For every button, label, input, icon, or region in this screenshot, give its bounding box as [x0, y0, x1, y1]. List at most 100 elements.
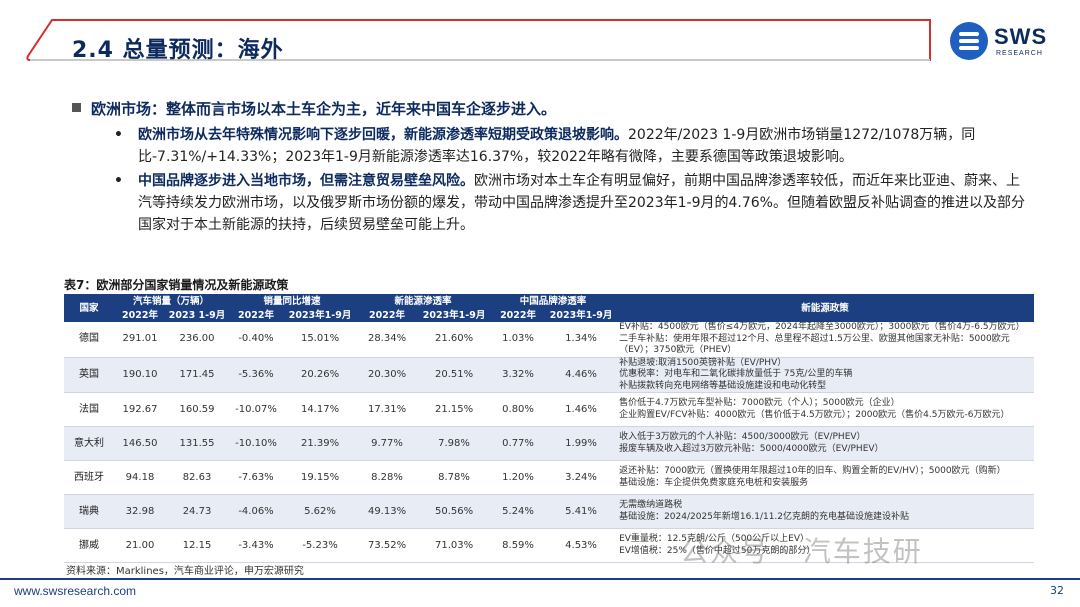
country-cell: 西班牙: [64, 460, 114, 495]
dot-bullet-icon: •: [114, 173, 123, 189]
table-header-top: 国家 汽车销量（万辆） 销量同比增速 新能源渗透率 中国品牌渗透率 新能源政策: [64, 294, 1035, 322]
value-cell: 21.00: [114, 528, 166, 563]
bullet-sub-1: • 欧洲市场从去年特殊情况影响下逐步回暖，新能源渗透率短期受政策退坡影响。202…: [72, 124, 1032, 168]
value-cell: -3.43%: [228, 528, 285, 563]
value-cell: 171.45: [166, 357, 229, 393]
logo-subtext: RESEARCH: [996, 50, 1043, 57]
bullet-sub-2-bold: 中国品牌逐步进入当地市场，但需注意贸易壁垒风险。: [138, 173, 474, 189]
value-cell: 20.26%: [284, 357, 357, 393]
value-cell: -10.10%: [228, 426, 285, 461]
value-cell: 21.39%: [284, 426, 357, 461]
footer-url[interactable]: www.swsresearch.com: [14, 584, 137, 598]
value-cell: 1.20%: [490, 460, 547, 495]
footer-divider: [0, 578, 1080, 580]
value-cell: 1.34%: [546, 322, 617, 358]
value-cell: 1.03%: [490, 322, 547, 358]
value-cell: 14.17%: [284, 392, 357, 427]
value-cell: 9.77%: [356, 426, 419, 461]
value-cell: 160.59: [166, 392, 229, 427]
square-bullet-icon: [72, 103, 81, 112]
country-cell: 德国: [64, 322, 114, 358]
value-cell: -0.40%: [228, 322, 285, 358]
header-china-brand: 中国品牌渗透率: [490, 294, 617, 308]
value-cell: 94.18: [114, 460, 166, 495]
value-cell: 8.78%: [418, 460, 491, 495]
value-cell: 17.31%: [356, 392, 419, 427]
value-cell: 12.15: [166, 528, 229, 563]
value-cell: 21.15%: [418, 392, 491, 427]
policy-cell: 返还补贴：7000欧元（置换使用年限超过10年的旧车、购置全新的EV/HV）；5…: [616, 460, 1035, 495]
bullet-sub-1-bold: 欧洲市场从去年特殊情况影响下逐步回暖，新能源渗透率短期受政策退坡影响。: [138, 127, 628, 143]
table-caption: 表7：欧洲部分国家销量情况及新能源政策: [64, 278, 289, 292]
table-source: 资料来源：Marklines，汽车商业评论，申万宏源研究: [66, 566, 304, 577]
value-cell: 19.15%: [284, 460, 357, 495]
policy-cell: EV重量税：12.5克朗/公斤（500公斤以上EV） EV增值税：25%（售价中…: [616, 528, 1035, 563]
value-cell: 3.32%: [490, 357, 547, 393]
slide-header: 2.4 总量预测：海外 SWS RESEARCH: [0, 0, 1080, 80]
value-cell: 146.50: [114, 426, 166, 461]
value-cell: -10.07%: [228, 392, 285, 427]
policy-cell: 补贴退坡:取消1500英镑补贴（EV/PHV） 优惠税率：对电车和二氧化碳排放量…: [616, 357, 1035, 393]
header-sales: 汽车销量（万辆）: [114, 294, 229, 308]
value-cell: 8.28%: [356, 460, 419, 495]
subheader: 2023年1-9月: [546, 308, 617, 322]
header-country: 国家: [64, 294, 114, 322]
table-row: 法国 192.67 160.59 -10.07% 14.17% 17.31% 21.15% 0…: [64, 392, 1035, 427]
dot-bullet-icon: •: [114, 127, 123, 143]
bullet-sub-2-text: 欧洲市场对本土车企有明显偏好，前期中国品牌渗透率较低，而近年来比亚迪、蔚来、上汽…: [138, 173, 1025, 233]
subheader: 2022年: [490, 308, 547, 322]
bullet-list: 欧洲市场：整体而言市场以本土车企为主，近年来中国车企逐步进入。 • 欧洲市场从去…: [72, 98, 1032, 238]
policy-cell: 收入低于3万欧元的个人补贴：4500/3000欧元（EV/PHEV） 报废车辆及…: [616, 426, 1035, 461]
value-cell: 82.63: [166, 460, 229, 495]
subheader: 2023年1-9月: [284, 308, 357, 322]
value-cell: 8.59%: [490, 528, 547, 563]
value-cell: -5.23%: [284, 528, 357, 563]
value-cell: 236.00: [166, 322, 229, 358]
subheader: 2023年1-9月: [418, 308, 491, 322]
value-cell: -7.63%: [228, 460, 285, 495]
subheader: 2022年: [356, 308, 419, 322]
value-cell: -5.36%: [228, 357, 285, 393]
value-cell: 50.56%: [418, 494, 491, 529]
header-nev-penetration: 新能源渗透率: [356, 294, 491, 308]
value-cell: 0.80%: [490, 392, 547, 427]
value-cell: 15.01%: [284, 322, 357, 358]
value-cell: 1.46%: [546, 392, 617, 427]
country-cell: 法国: [64, 392, 114, 427]
value-cell: 73.52%: [356, 528, 419, 563]
table-row: 英国 190.10 171.45 -5.36% 20.26% 20.30% 20.51% 3.…: [64, 357, 1035, 393]
value-cell: 4.53%: [546, 528, 617, 563]
value-cell: 1.99%: [546, 426, 617, 461]
value-cell: 5.41%: [546, 494, 617, 529]
bullet-main-text: 欧洲市场：整体而言市场以本土车企为主，近年来中国车企逐步进入。: [91, 100, 557, 118]
value-cell: 3.24%: [546, 460, 617, 495]
policy-cell: 售价低于4.7万欧元车型补贴：7000欧元（个人）；5000欧元（企业） 企业购…: [616, 392, 1035, 427]
value-cell: 190.10: [114, 357, 166, 393]
sws-logo-icon: [950, 22, 988, 60]
value-cell: 291.01: [114, 322, 166, 358]
subheader: 2022年: [228, 308, 285, 322]
title-banner-outline: [26, 19, 931, 61]
value-cell: 131.55: [166, 426, 229, 461]
table-header-sub: 2022年 2023 1-9月 2022年 2023年1-9月 2022年 20…: [64, 308, 1034, 322]
policy-cell: EV补贴：4500欧元（售价≤4万欧元，2024年起降至3000欧元）；3000…: [616, 322, 1035, 358]
value-cell: -4.06%: [228, 494, 285, 529]
value-cell: 32.98: [114, 494, 166, 529]
bullet-sub-2: • 中国品牌逐步进入当地市场，但需注意贸易壁垒风险。欧洲市场对本土车企有明显偏好…: [72, 170, 1032, 236]
value-cell: 71.03%: [418, 528, 491, 563]
sales-policy-table: 国家 汽车销量（万辆） 销量同比增速 新能源渗透率 中国品牌渗透率 新能源政策 …: [64, 294, 1035, 563]
header-policy: 新能源政策: [616, 294, 1035, 322]
table-body: 德国 291.01 236.00 -0.40% 15.01% 28.34% 21.60% 1.…: [64, 322, 1035, 563]
country-cell: 意大利: [64, 426, 114, 461]
bullet-main: 欧洲市场：整体而言市场以本土车企为主，近年来中国车企逐步进入。: [72, 98, 1032, 120]
watermark: 公众号 · 汽车技研: [680, 535, 923, 568]
value-cell: 7.98%: [418, 426, 491, 461]
value-cell: 4.46%: [546, 357, 617, 393]
table-row: 西班牙 94.18 82.63 -7.63% 19.15% 8.28% 8.78% 1.20%…: [64, 460, 1035, 495]
value-cell: 20.30%: [356, 357, 419, 393]
value-cell: 192.67: [114, 392, 166, 427]
table-row: 意大利 146.50 131.55 -10.10% 21.39% 9.77% 7.98% 0.…: [64, 426, 1035, 461]
table-row: 德国 291.01 236.00 -0.40% 15.01% 28.34% 21.60% 1.…: [64, 322, 1035, 358]
subheader: 2022年: [114, 308, 166, 322]
value-cell: 28.34%: [356, 322, 419, 358]
